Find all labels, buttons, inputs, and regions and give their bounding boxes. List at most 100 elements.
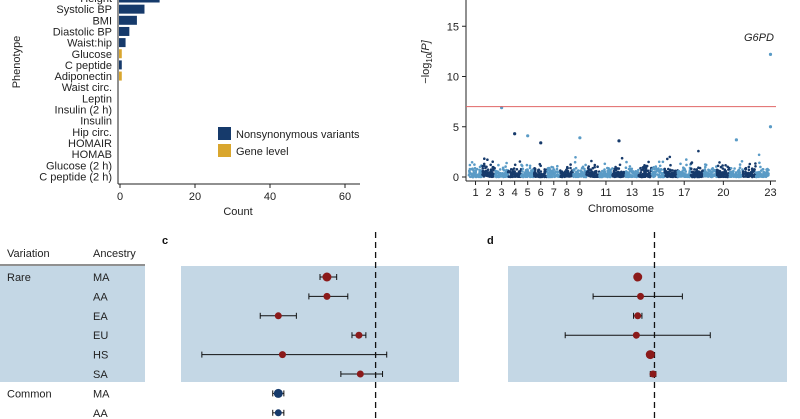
chromosome-tick-label: 1 [472,187,478,199]
ylabel-sub: 10 [425,53,434,62]
forest-estimate [272,388,285,398]
point-estimate [274,312,282,320]
snp-point [699,173,703,177]
snp-point [521,170,524,173]
phenotype-label: Height [80,0,112,5]
table-cell-ancestry: MA [93,272,110,284]
snp-point [502,174,506,178]
snp-point [588,173,592,177]
snp-point [486,168,490,171]
chromosome-points [754,153,770,179]
snp-point [549,173,553,177]
snp-point [483,157,486,160]
snp-point [563,175,566,179]
snp-point [664,172,668,175]
snp-point [640,175,643,179]
snp-point [641,166,645,169]
snp-point [681,169,685,172]
snp-point [521,167,525,171]
forest-estimate [633,272,643,282]
snp-point [480,175,483,179]
snp-point [593,163,597,167]
snp-point [722,175,726,178]
snp-point [470,167,474,171]
point-estimate [322,272,332,282]
snp-point [671,169,674,172]
forest-estimate [645,350,655,360]
snp-point [721,164,724,167]
snp-point [473,163,476,166]
highlight-snp-point [768,125,773,129]
table-header-variation: Variation [7,248,50,260]
bar-y-axis-title: Phenotype [11,36,23,89]
highlight-snp-point [734,138,738,142]
snp-point [690,173,694,177]
snp-point [581,165,585,169]
snp-point [679,170,683,174]
snp-point [753,168,756,171]
phenotype-label: C peptide [65,60,112,72]
snp-point [639,166,642,170]
rare-shade-table [0,266,145,382]
snp-point [747,168,751,172]
snp-point [481,164,484,168]
snp-point [489,174,492,178]
snp-point [664,169,667,173]
snp-point [709,170,713,174]
snp-point [590,159,593,163]
snp-point [525,170,528,173]
snp-point [639,171,642,174]
snp-point [741,168,744,171]
bar [119,0,160,3]
snp-point [667,167,670,171]
snp-point [669,163,672,167]
snp-point [688,175,691,179]
manhattan-x-axis-title: Chromosome [588,203,654,215]
snp-point [607,167,610,170]
snp-point [642,172,645,176]
legend-label-gene-level: Gene level [236,146,289,158]
phenotype-label: HOMAB [72,149,112,161]
snp-point [731,171,734,174]
highlight-snp-point [617,139,621,143]
table-header-ancestry: Ancestry [93,248,136,260]
phenotype-label: Glucose (2 h) [46,160,112,172]
snp-point [644,165,648,169]
snp-point [761,168,764,171]
snp-point [551,173,555,176]
chromosome-points [533,162,549,179]
snp-point [716,164,720,168]
snp-point [509,168,513,171]
snp-point [758,161,761,165]
snp-point [499,173,502,177]
phenotype-label: BMI [92,15,112,27]
snp-point [744,170,747,173]
snp-point [647,160,650,164]
snp-point [625,160,628,164]
snp-point [757,153,761,157]
snp-point [513,163,517,167]
snp-point [668,155,672,159]
snp-point [697,149,700,153]
ancestry-table: Variation Ancestry Rare MA AA EA EU HS SA Commo… [0,248,145,419]
snp-point [627,167,631,171]
snp-point [525,168,529,171]
snp-point [591,174,595,178]
snp-point [650,168,654,171]
table-cell-variation: Rare [7,272,31,284]
point-estimate [645,350,655,360]
ylabel-post: [P] [420,39,432,54]
snp-point [672,174,675,178]
bar [119,15,137,25]
point-estimate [273,388,283,398]
table-cell-variation: Common [7,388,52,400]
point-estimate [632,331,640,339]
snp-point [744,166,748,170]
snp-point [568,172,571,176]
snp-point [583,175,586,178]
snp-point [735,172,738,176]
snp-point [695,168,698,171]
forest-estimate [351,331,367,339]
snp-point [505,161,508,165]
snp-point [643,169,646,172]
